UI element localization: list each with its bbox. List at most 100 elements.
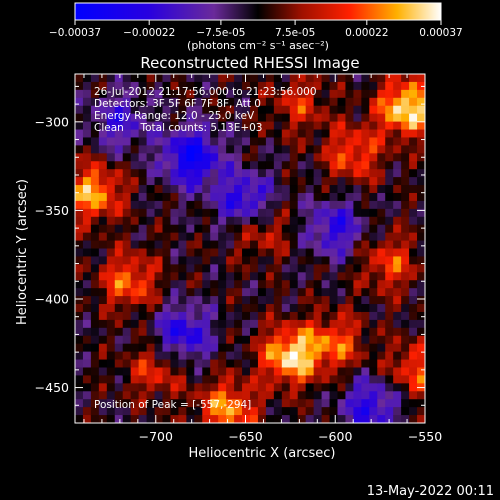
heatmap-cell [226,200,235,210]
heatmap-cell [401,296,410,305]
heatmap-cell [377,105,386,115]
heatmap-cell [273,391,283,400]
heatmap-cell [146,359,156,369]
heatmap-cell [162,200,172,210]
heatmap-cell [242,240,251,250]
heatmap-cell [210,375,219,384]
heatmap-cell [90,169,100,178]
heatmap-cell [130,343,140,353]
heatmap-cell [218,97,227,107]
heatmap-cell [90,74,100,83]
heatmap-cell [401,192,410,202]
heatmap-cell [82,407,92,416]
heatmap-cell [138,319,148,329]
heatmap-cell [353,177,362,186]
heatmap-cell [409,137,418,146]
heatmap-cell [122,319,132,329]
heatmap-cell [345,383,355,392]
heatmap-cell [265,383,275,392]
heatmap-cell [401,304,410,313]
heatmap-cell [265,296,275,305]
heatmap-cell [82,248,92,258]
heatmap-cell [250,407,259,416]
heatmap-cell [106,359,116,369]
heatmap-cell [138,280,148,289]
heatmap-cell [226,407,235,416]
heatmap-cell [194,256,203,265]
heatmap-cell [377,81,386,91]
heatmap-cell [393,216,402,226]
heatmap-cell [90,280,100,289]
heatmap-cell [226,81,235,91]
heatmap-cell [122,81,132,91]
heatmap-cell [106,169,116,178]
heatmap-cell [98,375,108,384]
heatmap-cell [289,137,299,146]
heatmap-cell [218,264,227,273]
heatmap-cell [75,224,84,234]
heatmap-cell [281,192,291,202]
heatmap-cell [361,359,370,369]
heatmap-cell [234,351,243,361]
heatmap-cell [289,375,299,384]
heatmap-cell [90,105,100,115]
heatmap-cell [265,81,275,91]
heatmap-cell [281,185,291,194]
heatmap-cell [305,224,315,234]
heatmap-cell [106,74,116,83]
heatmap-cell [289,121,299,131]
heatmap-cell [281,407,291,416]
heatmap-cell [242,113,251,123]
heatmap-cell [361,216,370,226]
heatmap-cell [313,161,323,170]
heatmap-cell [305,367,315,377]
heatmap-cell [154,407,164,416]
heatmap-cell [250,121,259,131]
heatmap-cell [218,296,227,305]
heatmap-cell [218,415,227,423]
heatmap-cell [75,296,84,305]
heatmap-cell [162,264,172,273]
heatmap-cell [337,399,347,408]
heatmap-cell [186,264,195,273]
heatmap-cell [186,153,195,162]
heatmap-cell [218,169,227,178]
heatmap-cell [417,89,425,99]
heatmap-cell [409,185,418,194]
heatmap-cell [393,200,402,210]
heatmap-cell [321,89,331,99]
heatmap-cell [297,232,307,242]
heatmap-cell [75,137,84,146]
heatmap-cell [265,351,275,361]
heatmap-cell [170,153,180,162]
heatmap-cell [146,113,156,123]
heatmap-cell [218,391,227,400]
heatmap-cell [361,296,370,305]
heatmap-cell [162,153,172,162]
heatmap-cell [186,256,195,265]
heatmap-cell [329,375,339,384]
heatmap-cell [114,105,124,115]
heatmap-cell [202,74,211,83]
heatmap-cell [417,407,425,416]
heatmap-cell [114,113,124,123]
heatmap-cell [234,145,243,154]
heatmap-cell [385,319,394,329]
heatmap-cell [242,185,251,194]
heatmap-cell [385,240,394,250]
heatmap-cell [234,161,243,170]
heatmap-cell [377,89,386,99]
heatmap-cell [297,240,307,250]
heatmap-cell [321,192,331,202]
heatmap-cell [250,185,259,194]
heatmap-cell [122,415,132,423]
heatmap-cell [345,407,355,416]
heatmap-cell [75,407,84,416]
heatmap-cell [377,248,386,258]
heatmap-cell [170,391,180,400]
heatmap-cell [257,200,267,210]
heatmap-cell [369,311,378,321]
heatmap-cell [250,343,259,353]
heatmap-cell [281,304,291,313]
heatmap-cell [75,391,84,400]
